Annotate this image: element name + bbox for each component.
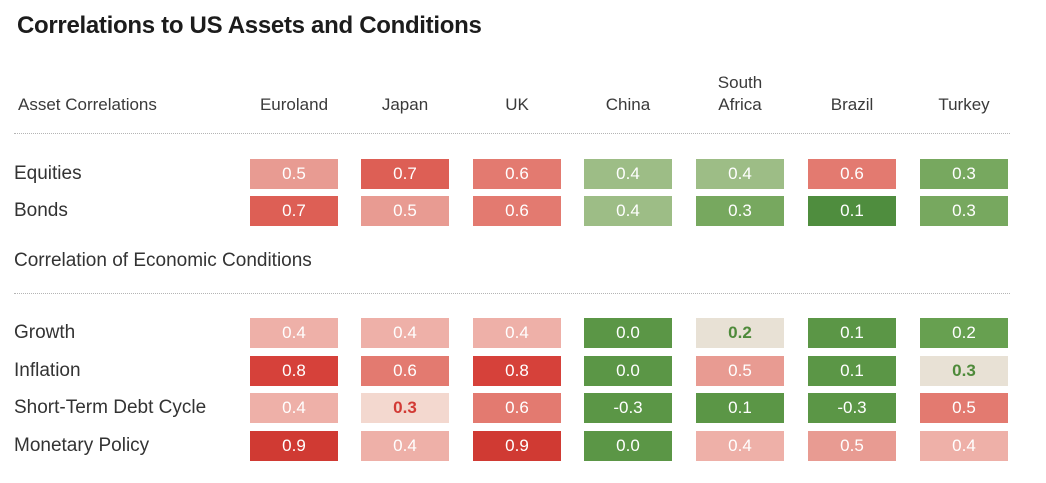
correlation-cell: 0.4 bbox=[696, 159, 784, 189]
correlation-cell: -0.3 bbox=[584, 393, 672, 423]
chart-title: Correlations to US Assets and Conditions bbox=[17, 12, 482, 39]
column-header: UK bbox=[473, 94, 561, 116]
correlation-cell: 0.3 bbox=[920, 159, 1008, 189]
correlation-cell: 0.1 bbox=[696, 393, 784, 423]
correlation-cell: 0.5 bbox=[920, 393, 1008, 423]
correlation-cell: 0.4 bbox=[250, 318, 338, 348]
row-label: Inflation bbox=[14, 360, 81, 381]
column-header: Euroland bbox=[250, 94, 338, 116]
correlation-cell: 0.0 bbox=[584, 431, 672, 461]
column-header-line2: Africa bbox=[718, 95, 762, 114]
correlation-cell: -0.3 bbox=[808, 393, 896, 423]
correlation-cell: 0.4 bbox=[696, 431, 784, 461]
row-label: Monetary Policy bbox=[14, 435, 150, 456]
correlation-cell: 0.4 bbox=[920, 431, 1008, 461]
column-header-line2: Japan bbox=[381, 95, 429, 114]
correlation-cell: 0.2 bbox=[920, 318, 1008, 348]
correlation-cell: 0.1 bbox=[808, 318, 896, 348]
correlation-cell: 0.4 bbox=[584, 196, 672, 226]
correlation-cell: 0.5 bbox=[361, 196, 449, 226]
correlation-cell: 0.3 bbox=[696, 196, 784, 226]
column-header: South Africa bbox=[696, 72, 784, 116]
correlation-cell: 0.9 bbox=[250, 431, 338, 461]
correlation-cell: 0.0 bbox=[584, 318, 672, 348]
correlation-cell: 0.6 bbox=[473, 393, 561, 423]
correlation-cell: 0.1 bbox=[808, 356, 896, 386]
correlation-cell: 0.3 bbox=[920, 356, 1008, 386]
correlation-cell: 0.1 bbox=[808, 196, 896, 226]
divider bbox=[14, 293, 1010, 294]
correlation-cell: 0.6 bbox=[473, 159, 561, 189]
column-header: Brazil bbox=[808, 94, 896, 116]
correlation-cell: 0.4 bbox=[361, 318, 449, 348]
column-header-line1: South bbox=[717, 73, 763, 92]
correlation-cell: 0.2 bbox=[696, 318, 784, 348]
correlation-cell: 0.8 bbox=[250, 356, 338, 386]
row-label: Equities bbox=[14, 163, 82, 184]
divider bbox=[14, 133, 1010, 134]
correlation-cell: 0.4 bbox=[473, 318, 561, 348]
correlation-cell: 0.3 bbox=[920, 196, 1008, 226]
correlation-cell: 0.6 bbox=[473, 196, 561, 226]
column-header-line2: Brazil bbox=[830, 95, 874, 114]
column-header-line2: Euroland bbox=[259, 95, 329, 114]
correlation-cell: 0.7 bbox=[250, 196, 338, 226]
row-label: Growth bbox=[14, 322, 76, 343]
correlation-cell: 0.5 bbox=[808, 431, 896, 461]
section-label: Correlation of Economic Conditions bbox=[14, 250, 312, 271]
correlation-cell: 0.7 bbox=[361, 159, 449, 189]
column-header: China bbox=[584, 94, 672, 116]
correlation-cell: 0.4 bbox=[250, 393, 338, 423]
column-header: Turkey bbox=[920, 94, 1008, 116]
correlation-cell: 0.4 bbox=[584, 159, 672, 189]
correlation-cell: 0.5 bbox=[696, 356, 784, 386]
column-header: Japan bbox=[361, 94, 449, 116]
correlation-cell: 0.6 bbox=[808, 159, 896, 189]
column-header-line2: UK bbox=[505, 95, 529, 114]
correlation-cell: 0.9 bbox=[473, 431, 561, 461]
correlation-cell: 0.8 bbox=[473, 356, 561, 386]
correlation-cell: 0.3 bbox=[361, 393, 449, 423]
row-label: Bonds bbox=[14, 200, 68, 221]
correlation-cell: 0.0 bbox=[584, 356, 672, 386]
correlation-cell: 0.6 bbox=[361, 356, 449, 386]
column-header-line2: Turkey bbox=[938, 95, 990, 114]
row-label: Short-Term Debt Cycle bbox=[14, 397, 207, 418]
correlation-cell: 0.5 bbox=[250, 159, 338, 189]
corner-header-label: Asset Correlations bbox=[18, 95, 157, 114]
correlation-cell: 0.4 bbox=[361, 431, 449, 461]
column-header-line2: China bbox=[605, 95, 651, 114]
